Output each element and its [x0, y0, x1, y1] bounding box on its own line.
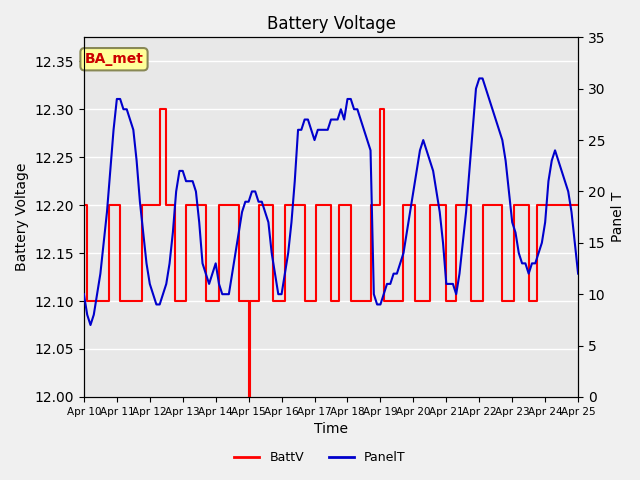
- Legend: BattV, PanelT: BattV, PanelT: [229, 446, 411, 469]
- Y-axis label: Panel T: Panel T: [611, 192, 625, 242]
- Text: BA_met: BA_met: [84, 52, 143, 66]
- Title: Battery Voltage: Battery Voltage: [266, 15, 396, 33]
- X-axis label: Time: Time: [314, 422, 348, 436]
- Y-axis label: Battery Voltage: Battery Voltage: [15, 163, 29, 271]
